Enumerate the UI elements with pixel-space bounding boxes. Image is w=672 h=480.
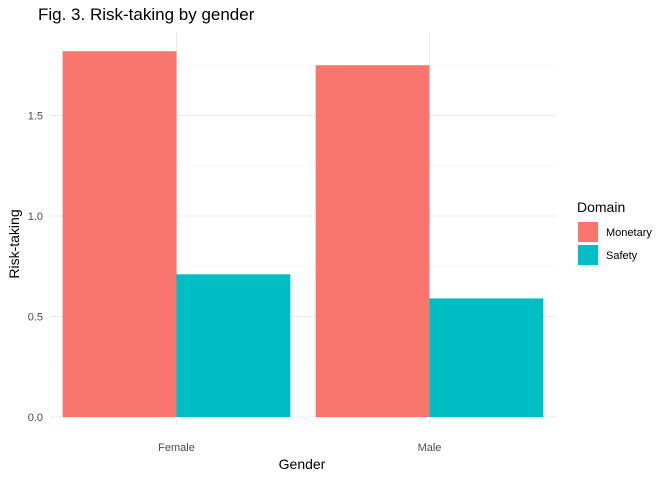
bar-male-monetary	[315, 65, 430, 417]
legend-key-safety	[578, 245, 598, 265]
legend-title: Domain	[577, 199, 625, 215]
legend-label-safety: Safety	[606, 250, 638, 262]
chart-title: Fig. 3. Risk-taking by gender	[38, 5, 255, 24]
y-tick-label: 0.0	[28, 412, 43, 424]
bar-female-monetary	[62, 51, 177, 418]
y-axis-ticks: 0.0 0.5 1.0 1.5	[28, 111, 43, 425]
legend-key-monetary	[578, 222, 598, 242]
y-tick-label: 0.5	[28, 312, 43, 324]
x-axis-title: Gender	[279, 456, 326, 472]
x-tick-label: Male	[418, 442, 442, 454]
y-axis-title: Risk-taking	[6, 209, 22, 278]
bar-male-safety	[429, 298, 544, 417]
legend-label-monetary: Monetary	[606, 227, 652, 239]
y-tick-label: 1.0	[28, 211, 43, 223]
legend: Domain Monetary Safety	[577, 199, 652, 265]
bar-female-safety	[176, 274, 291, 417]
x-axis-ticks: Female Male	[158, 442, 441, 454]
bars	[62, 51, 544, 418]
y-tick-label: 1.5	[28, 111, 43, 123]
x-tick-label: Female	[158, 442, 195, 454]
